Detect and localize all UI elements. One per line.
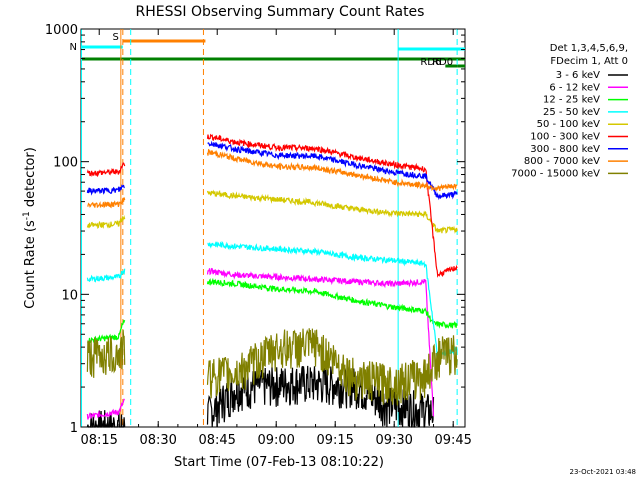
flag-label: RD0 [432, 57, 453, 68]
x-tick-label: 09:00 [257, 433, 294, 448]
legend-item: 7000 - 15000 keV [511, 168, 600, 179]
flag-label: RD6 [420, 57, 441, 68]
y-tick-label: 1000 [45, 23, 78, 38]
flag-label: S [112, 32, 118, 43]
axes: 08:15 08:30 08:45 09:00 09:15 09:30 09:45 1 10 10… [45, 23, 472, 448]
series-line [86, 240, 458, 358]
legend-header-line-2: FDecim 1, Att 0 [550, 56, 628, 67]
x-tick-label: 09:30 [375, 433, 412, 448]
series-line [86, 140, 458, 201]
series-line [86, 133, 458, 278]
series-line [86, 328, 458, 406]
legend-item: 50 - 100 keV [537, 119, 601, 130]
legend-item: 100 - 300 keV [530, 132, 600, 143]
flag-label: N [70, 42, 77, 53]
legend-item: 25 - 50 keV [543, 107, 600, 118]
series-line [87, 148, 458, 209]
legend-item: 3 - 6 keV [556, 70, 600, 81]
x-tick-label: 09:15 [316, 433, 353, 448]
legend-item: 300 - 800 keV [530, 144, 600, 155]
y-tick-label: 100 [53, 156, 78, 171]
plot-frame [80, 28, 466, 428]
generation-timestamp: 23-Oct-2021 03:48 [570, 468, 636, 476]
legend-header-line-1: Det 1,3,4,5,6,9, [550, 43, 628, 54]
legend-item: 6 - 12 keV [549, 82, 600, 93]
legend: Det 1,3,4,5,6,9, FDecim 1, Att 0 3 - 6 k… [511, 43, 628, 179]
x-tick-label: 08:45 [198, 433, 235, 448]
y-tick-label: 10 [61, 288, 78, 303]
series-line [87, 277, 458, 345]
y-axis-label: Count Rate (s-1 detector) [22, 147, 38, 309]
x-tick-label: 08:15 [80, 433, 117, 448]
x-axis-label: Start Time (07-Feb-13 08:10:22) [174, 455, 384, 470]
x-tick-label: 08:30 [139, 433, 176, 448]
series-group [86, 133, 458, 428]
chart-title: RHESSI Observing Summary Count Rates [136, 4, 425, 20]
legend-item: 800 - 7000 keV [524, 156, 600, 167]
x-tick-label: 09:45 [434, 433, 471, 448]
series-line [86, 267, 435, 420]
series-line [86, 189, 458, 234]
legend-item: 12 - 25 keV [543, 95, 600, 106]
y-tick-label: 1 [70, 421, 78, 436]
